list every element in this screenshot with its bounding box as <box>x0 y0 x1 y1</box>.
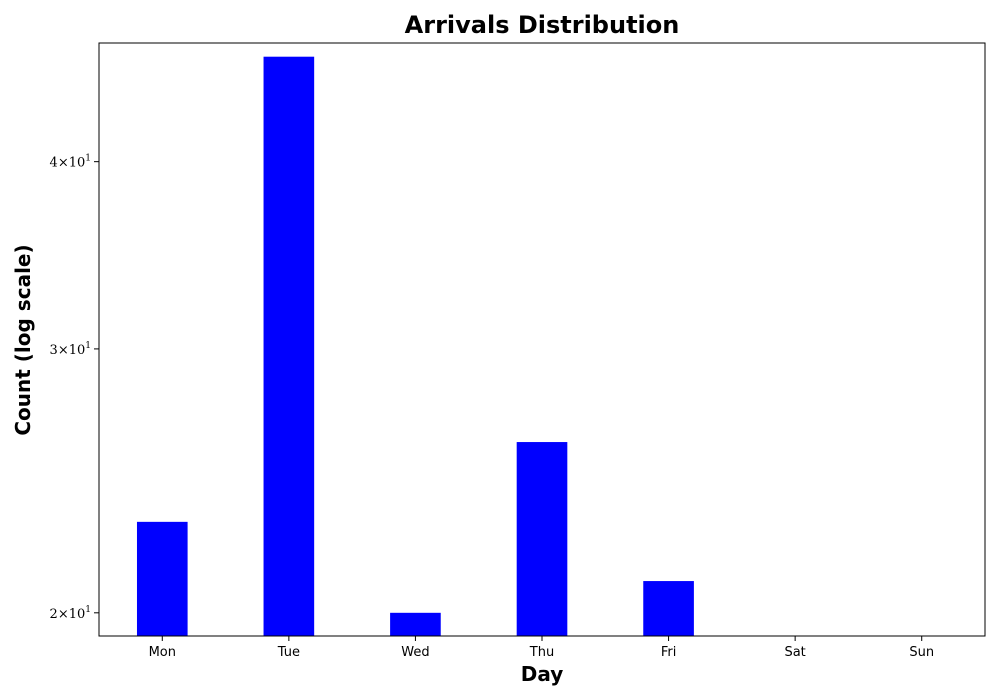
x-tick-label: Sun <box>909 645 934 660</box>
bar-fri <box>643 581 694 636</box>
x-tick-label: Thu <box>529 645 554 660</box>
chart-title: Arrivals Distribution <box>405 11 680 39</box>
y-tick-label: 2×101 <box>50 605 91 622</box>
y-tick-label: 3×101 <box>50 341 91 358</box>
x-axis-label: Day <box>521 662 564 686</box>
bar-mon <box>136 521 188 636</box>
y-tick-label: 4×101 <box>50 154 91 171</box>
x-tick-label: Fri <box>661 645 677 660</box>
plot-area: Mon Tue Wed Thu Fri Sat Sun 2×101 3×101 4×101 <box>50 42 986 660</box>
bar-wed <box>390 612 441 636</box>
y-axis-label: Count (log scale) <box>11 244 35 435</box>
bar-thu <box>516 442 568 636</box>
x-tick-label: Tue <box>277 645 300 660</box>
x-tick-label: Mon <box>149 645 176 660</box>
x-tick-label: Sat <box>784 645 805 660</box>
bar-tue <box>263 56 315 636</box>
x-tick-label: Wed <box>401 645 429 660</box>
